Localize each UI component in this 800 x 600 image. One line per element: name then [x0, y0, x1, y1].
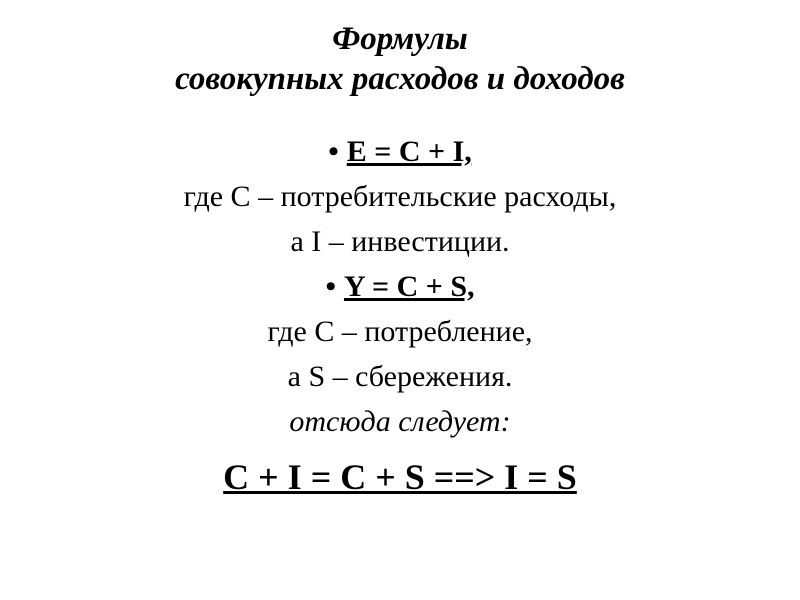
formula-1-desc-1: где С – потребительские расходы,: [40, 174, 760, 219]
formula-2-desc-1: где С – потребление,: [40, 309, 760, 354]
final-formula: C + I = C + S ==> I = S: [40, 450, 760, 504]
formula-2-row: • Y = C + S,: [40, 264, 760, 309]
title-line-2: совокупных расходов и доходов: [175, 61, 625, 97]
formula-1-row: • E = C + I,: [40, 129, 760, 174]
title-line-1: Формулы: [332, 21, 468, 57]
formula-1-desc-2: а I – инвестиции.: [40, 219, 760, 264]
slide: Формулы совокупных расходов и доходов • …: [0, 0, 800, 600]
slide-title: Формулы совокупных расходов и доходов: [40, 20, 760, 99]
formula-1: E = C + I,: [347, 129, 472, 174]
bullet-icon: •: [328, 129, 339, 174]
slide-content: • E = C + I, где С – потребительские рас…: [40, 129, 760, 504]
conclusion-note: отсюда следует:: [40, 399, 760, 444]
bullet-icon: •: [325, 264, 336, 309]
formula-2: Y = C + S,: [344, 264, 475, 309]
formula-2-desc-2: а S – сбережения.: [40, 354, 760, 399]
